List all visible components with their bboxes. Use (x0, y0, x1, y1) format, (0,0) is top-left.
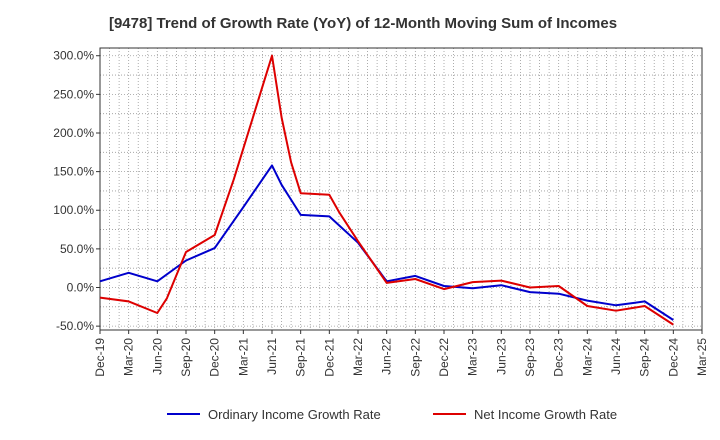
x-tick-label: Sep-21 (294, 338, 308, 377)
y-tick-label: 250.0% (53, 87, 94, 101)
x-axis: Dec-19 Mar-20 Jun-20 Sep-20 Dec-20 Mar-21 Jun-… (93, 330, 709, 377)
x-tick-label: Mar-25 (695, 338, 709, 376)
y-tick-label: 200.0% (53, 126, 94, 140)
legend-item: Net Income Growth Rate (433, 407, 617, 422)
x-tick-label: Jun-21 (265, 338, 279, 375)
x-tick-label: Mar-21 (236, 338, 250, 376)
x-tick-label: Dec-19 (93, 338, 107, 377)
series-line-ordinary-income (99, 164, 674, 321)
legend-item: Ordinary Income Growth Rate (167, 407, 381, 422)
x-tick-label: Jun-23 (494, 338, 508, 375)
x-tick-label: Sep-24 (638, 338, 652, 377)
x-tick-label: Dec-24 (666, 338, 680, 377)
y-axis: -50.0% 0.0% 50.0% 100.0% 150.0% 200.0% 250.0% 3… (53, 49, 100, 333)
x-tick-label: Jun-22 (380, 338, 394, 375)
x-tick-label: Mar-22 (351, 338, 365, 376)
series-line-net-income (99, 54, 674, 326)
y-tick-label: 100.0% (53, 203, 94, 217)
x-tick-label: Mar-23 (466, 338, 480, 376)
x-tick-label: Jun-20 (150, 338, 164, 375)
x-tick-label: Mar-24 (580, 338, 594, 376)
x-tick-label: Jun-24 (609, 338, 623, 375)
legend: Ordinary Income Growth Rate Net Income Gr… (167, 407, 617, 422)
x-tick-label: Sep-22 (408, 338, 422, 377)
x-tick-label: Dec-21 (322, 338, 336, 377)
chart-title: [9478] Trend of Growth Rate (YoY) of 12-… (109, 15, 617, 32)
y-tick-label: 50.0% (60, 242, 94, 256)
x-tick-label: Sep-20 (179, 338, 193, 377)
series-lines (99, 54, 674, 326)
legend-label: Ordinary Income Growth Rate (208, 407, 381, 422)
x-tick-label: Dec-22 (437, 338, 451, 377)
x-tick-label: Dec-23 (552, 338, 566, 377)
x-tick-label: Mar-20 (122, 338, 136, 376)
y-tick-label: 300.0% (53, 49, 94, 63)
x-tick-label: Dec-20 (208, 338, 222, 377)
grid (100, 48, 702, 330)
legend-label: Net Income Growth Rate (474, 407, 617, 422)
y-tick-label: 150.0% (53, 165, 94, 179)
x-tick-label: Sep-23 (523, 338, 537, 377)
y-tick-label: 0.0% (67, 281, 95, 295)
y-tick-label: -50.0% (56, 319, 94, 333)
plot-frame (99, 47, 703, 331)
